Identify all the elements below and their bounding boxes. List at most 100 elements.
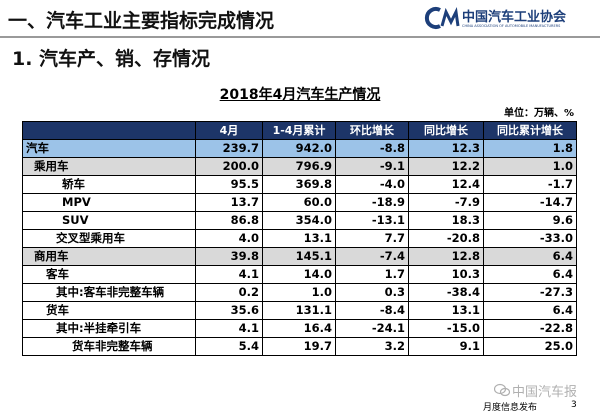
value-cell: -13.1 xyxy=(335,211,409,230)
value-cell: 1.8 xyxy=(483,139,577,158)
table-row: 客车 4.1 14.0 1.7 10.3 6.4 xyxy=(22,265,577,284)
value-cell: -7.4 xyxy=(335,247,409,266)
label-cell: 汽车 xyxy=(22,139,196,158)
value-cell: 10.3 xyxy=(408,265,484,284)
value-cell: 9.6 xyxy=(483,211,577,230)
value-cell: 5.4 xyxy=(195,337,263,356)
value-cell: 18.3 xyxy=(408,211,484,230)
value-cell: 95.5 xyxy=(195,175,263,194)
table-row: 乘用车 200.0 796.9 -9.1 12.2 1.0 xyxy=(22,157,577,176)
label-cell: 商用车 xyxy=(22,247,196,266)
header-cell: 环比增长 xyxy=(335,121,409,140)
value-cell: 239.7 xyxy=(195,139,263,158)
header-cell: 同比累计增长 xyxy=(483,121,577,140)
label-cell: 货车 xyxy=(22,301,196,320)
label-cell: MPV xyxy=(22,193,196,212)
value-cell: 1.0 xyxy=(262,283,336,302)
label-cell: 交叉型乘用车 xyxy=(22,229,196,248)
value-cell: 12.3 xyxy=(408,139,484,158)
value-cell: 9.1 xyxy=(408,337,484,356)
value-cell: 7.7 xyxy=(335,229,409,248)
value-cell: -20.8 xyxy=(408,229,484,248)
table-row: 交叉型乘用车 4.0 13.1 7.7 -20.8 -33.0 xyxy=(22,229,577,248)
value-cell: -22.8 xyxy=(483,319,577,338)
value-cell: 796.9 xyxy=(262,157,336,176)
value-cell: -14.7 xyxy=(483,193,577,212)
slide-title: 一、汽车工业主要指标完成情况 xyxy=(8,10,275,32)
value-cell: -8.8 xyxy=(335,139,409,158)
table-row: SUV 86.8 354.0 -13.1 18.3 9.6 xyxy=(22,211,577,230)
data-table: 4月 1-4月累计 环比增长 同比增长 同比累计增长 汽车 239.7 942.0 -8.8 12… xyxy=(22,121,577,356)
header-rule xyxy=(0,36,600,38)
value-cell: 131.1 xyxy=(262,301,336,320)
value-cell: -38.4 xyxy=(408,283,484,302)
value-cell: 354.0 xyxy=(262,211,336,230)
value-cell: 12.8 xyxy=(408,247,484,266)
value-cell: 25.0 xyxy=(483,337,577,356)
value-cell: -33.0 xyxy=(483,229,577,248)
value-cell: 16.4 xyxy=(262,319,336,338)
value-cell: 3.2 xyxy=(335,337,409,356)
header-row: 4月 1-4月累计 环比增长 同比增长 同比累计增长 xyxy=(22,121,577,140)
table-row: 商用车 39.8 145.1 -7.4 12.8 6.4 xyxy=(22,247,577,266)
value-cell: 14.0 xyxy=(262,265,336,284)
value-cell: -15.0 xyxy=(408,319,484,338)
value-cell: 0.3 xyxy=(335,283,409,302)
value-cell: 4.0 xyxy=(195,229,263,248)
value-cell: 1.7 xyxy=(335,265,409,284)
value-cell: 13.7 xyxy=(195,193,263,212)
label-cell: 乘用车 xyxy=(22,157,196,176)
table-row: 其中:客车非完整车辆 0.2 1.0 0.3 -38.4 -27.3 xyxy=(22,283,577,302)
value-cell: 0.2 xyxy=(195,283,263,302)
value-cell: -24.1 xyxy=(335,319,409,338)
value-cell: 39.8 xyxy=(195,247,263,266)
header-cell: 同比增长 xyxy=(408,121,484,140)
label-cell: 其中:半挂牵引车 xyxy=(22,319,196,338)
label-cell: 轿车 xyxy=(22,175,196,194)
value-cell: 12.4 xyxy=(408,175,484,194)
value-cell: 19.7 xyxy=(262,337,336,356)
value-cell: 4.1 xyxy=(195,265,263,284)
value-cell: 13.1 xyxy=(262,229,336,248)
value-cell: 35.6 xyxy=(195,301,263,320)
header-cell: 1-4月累计 xyxy=(262,121,336,140)
value-cell: 942.0 xyxy=(262,139,336,158)
table-row: 轿车 95.5 369.8 -4.0 12.4 -1.7 xyxy=(22,175,577,194)
label-cell: 货车非完整车辆 xyxy=(22,337,196,356)
watermark: 中国汽车报 xyxy=(512,385,578,400)
table-row: 货车 35.6 131.1 -8.4 13.1 6.4 xyxy=(22,301,577,320)
logo-english: CHINA ASSOCIATION OF AUTOMOBILE MANUFACT… xyxy=(462,24,561,28)
unit: 单位：万辆、% xyxy=(503,108,574,119)
footer-label: 月度信息发布 xyxy=(483,403,538,413)
value-cell: -27.3 xyxy=(483,283,577,302)
value-cell: -1.7 xyxy=(483,175,577,194)
table-title: 2018年4月汽车生产情况 xyxy=(219,87,381,103)
table-row: 汽车 239.7 942.0 -8.8 12.3 1.8 xyxy=(22,139,577,158)
value-cell: -9.1 xyxy=(335,157,409,176)
value-cell: -7.9 xyxy=(408,193,484,212)
logo-mark xyxy=(424,7,460,29)
header-cell xyxy=(22,121,196,140)
value-cell: -8.4 xyxy=(335,301,409,320)
table-row: MPV 13.7 60.0 -18.9 -7.9 -14.7 xyxy=(22,193,577,212)
value-cell: 6.4 xyxy=(483,247,577,266)
header-cell: 4月 xyxy=(195,121,263,140)
value-cell: -4.0 xyxy=(335,175,409,194)
logo-text: 中国汽车工业协会 xyxy=(462,10,567,25)
subtitle: 1. 汽车产、销、存情况 xyxy=(12,48,211,70)
value-cell: 86.8 xyxy=(195,211,263,230)
value-cell: 13.1 xyxy=(408,301,484,320)
value-cell: 200.0 xyxy=(195,157,263,176)
table-row: 货车非完整车辆 5.4 19.7 3.2 9.1 25.0 xyxy=(22,337,577,356)
watermark-icon xyxy=(494,383,510,397)
page-number: 3 xyxy=(571,400,577,410)
value-cell: 4.1 xyxy=(195,319,263,338)
value-cell: -18.9 xyxy=(335,193,409,212)
value-cell: 369.8 xyxy=(262,175,336,194)
label-cell: 客车 xyxy=(22,265,196,284)
value-cell: 6.4 xyxy=(483,265,577,284)
value-cell: 145.1 xyxy=(262,247,336,266)
label-cell: 其中:客车非完整车辆 xyxy=(22,283,196,302)
value-cell: 6.4 xyxy=(483,301,577,320)
